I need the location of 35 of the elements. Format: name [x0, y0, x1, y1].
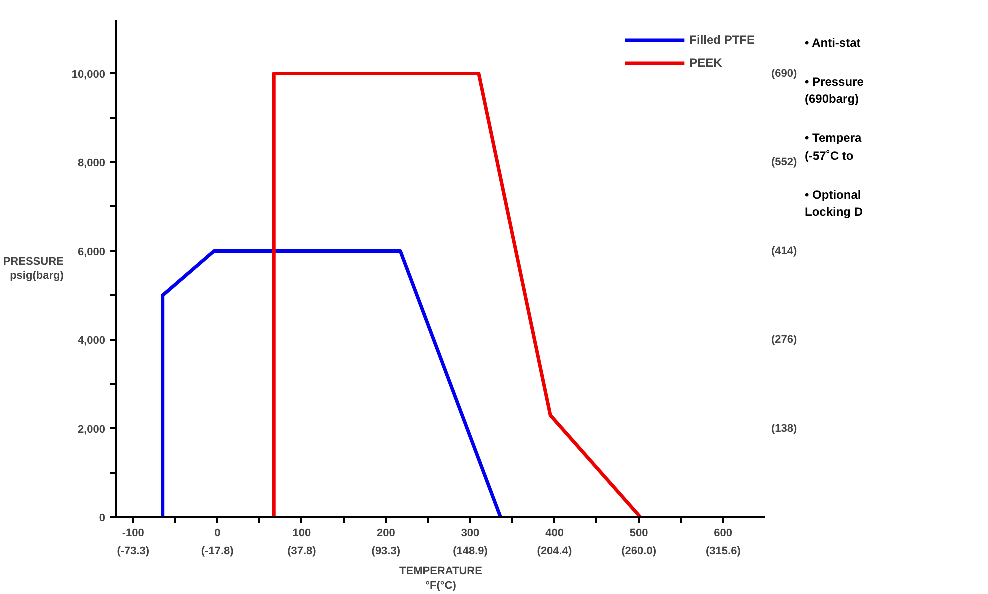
text: • Tempera (-57˚C to [805, 130, 863, 165]
x2-tick-label: (-17.8) [201, 546, 234, 558]
x-tick-label: 300 [461, 528, 480, 540]
y2-tick-label: (552) [772, 156, 798, 168]
text: • Optional Locking D [805, 186, 864, 221]
legend-label: PEEK [690, 56, 722, 70]
legend-label: Filled PTFE [690, 33, 755, 47]
x-tick-label: 400 [546, 528, 564, 540]
x-tick-label: 100 [292, 528, 312, 540]
y-tick-label: 2,000 [78, 424, 106, 436]
y2-tick-label: (276) [772, 334, 798, 346]
x-tick-label: -100 [122, 528, 144, 540]
x2-tick-label: (204.4) [537, 546, 572, 558]
x-tick-label: 500 [630, 528, 648, 540]
y2-tick-label: (690) [772, 68, 798, 80]
x2-tick-label: (-73.3) [117, 546, 150, 558]
x2-tick-label: (260.0) [622, 546, 657, 558]
y-tick-label: 8,000 [78, 158, 106, 170]
x-tick-label: 200 [377, 528, 396, 540]
x-tick-label: 0 [214, 528, 221, 540]
text: • Anti-stat [805, 35, 862, 52]
text: • Pressure (690barg) [805, 74, 864, 108]
x2-tick-label: (148.9) [453, 546, 488, 558]
x2-tick-label: (315.6) [706, 546, 742, 558]
y-tick-label: 10,000 [72, 68, 106, 81]
y-tick-label: 0 [99, 512, 106, 524]
y-axis-title: PRESSURE psig(barg) [3, 256, 64, 282]
x-tick-label: 600 [714, 528, 733, 540]
x2-tick-label: (93.3) [372, 546, 401, 558]
y2-tick-label: (414) [772, 245, 798, 258]
x2-tick-label: (37.8) [288, 546, 317, 558]
x-axis-title: TEMPERATURE °F(°C) [400, 566, 482, 592]
y-tick-label: 6,000 [78, 246, 106, 258]
y-tick-label: 4,000 [78, 335, 106, 347]
y2-tick-label: (138) [772, 422, 798, 435]
